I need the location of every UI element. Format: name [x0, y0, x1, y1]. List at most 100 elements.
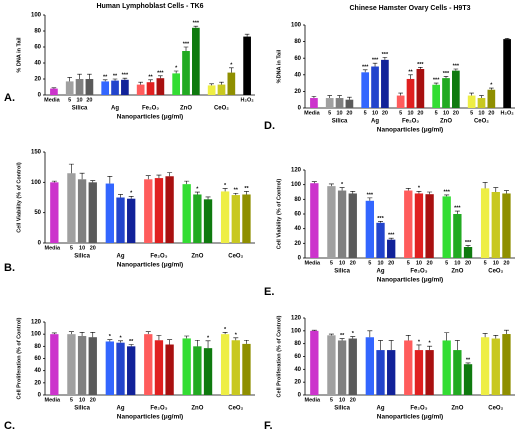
x-tick-label: 20 — [90, 245, 96, 251]
error-bar — [372, 62, 378, 67]
error-bar — [347, 96, 352, 100]
bar — [376, 222, 385, 258]
y-tick-label: 40 — [294, 72, 301, 78]
y-axis-label: Cell Proliferation (% of Control) — [16, 317, 22, 399]
bar — [67, 173, 76, 243]
bar — [404, 190, 413, 258]
bar — [453, 350, 462, 395]
bar — [463, 364, 473, 395]
error-bar — [443, 76, 449, 79]
error-bar — [339, 338, 345, 341]
significance: ** — [244, 186, 249, 192]
error-bar — [205, 340, 211, 349]
y-tick-label: 100 — [31, 13, 42, 19]
x-tick-label: 20 — [382, 110, 388, 116]
bar — [310, 98, 318, 108]
bar — [442, 340, 451, 395]
bar — [404, 340, 413, 395]
y-tick-label: 40 — [34, 368, 41, 374]
error-bar — [183, 46, 189, 51]
x-axis-label: Nanoparticles (μg/ml) — [117, 414, 183, 421]
x-tick-label: 10 — [372, 110, 378, 116]
group-label: ZnO — [440, 119, 452, 125]
y-tick-label: 20 — [294, 380, 301, 386]
significance: * — [196, 186, 199, 192]
bar — [337, 340, 347, 395]
panel-label: B. — [4, 262, 15, 274]
x-tick-label: 20 — [346, 110, 352, 116]
error-bar — [118, 194, 124, 198]
error-bar — [68, 331, 74, 335]
error-bar — [465, 245, 471, 247]
error-bar — [433, 82, 439, 85]
bar — [50, 88, 58, 95]
panel-label: C. — [4, 420, 15, 432]
group-label: ZnO — [191, 254, 203, 260]
bar — [325, 98, 334, 108]
error-bar — [378, 340, 384, 351]
group-label: Silica — [334, 406, 350, 412]
significance: ** — [408, 69, 413, 75]
group-label: CeO₂ — [488, 406, 503, 412]
bar — [116, 197, 125, 243]
error-bar — [233, 337, 239, 341]
bar — [480, 337, 490, 395]
bar — [477, 98, 486, 108]
y-tick-label: 120 — [291, 316, 302, 322]
panel-label: A. — [4, 92, 15, 104]
error-bar — [479, 95, 484, 99]
group-label: Silica — [74, 406, 90, 412]
y-axis-label: Cell Viability (% of Control) — [16, 162, 22, 233]
error-bar — [427, 191, 433, 195]
x-tick-label: 5 — [407, 260, 410, 266]
y-tick-label: 20 — [34, 77, 41, 83]
y-tick-label: 100 — [31, 180, 42, 186]
bar — [335, 98, 344, 108]
error-bar — [367, 197, 373, 201]
error-bar — [427, 345, 433, 351]
y-axis-label: % DNA in Tail — [16, 37, 22, 73]
significance: *** — [377, 216, 384, 222]
bar — [116, 342, 125, 395]
x-tick-label: 20 — [465, 260, 471, 266]
x-tick-label: 5 — [470, 110, 473, 116]
significance: *** — [362, 64, 369, 70]
significance: *** — [372, 58, 379, 64]
error-bar — [233, 192, 239, 196]
y-tick-label: 100 — [31, 332, 42, 338]
error-bar — [90, 332, 96, 338]
error-bar — [416, 190, 422, 194]
error-bar — [444, 194, 450, 197]
bar — [432, 84, 440, 108]
error-bar — [469, 92, 474, 96]
x-tick-label: 5 — [484, 260, 487, 266]
x-tick-label: Media — [305, 260, 322, 266]
error-bar — [398, 92, 403, 96]
group-label: CeO₂ — [474, 119, 489, 125]
error-bar — [194, 339, 200, 347]
error-bar — [489, 87, 494, 90]
x-tick-label: 5 — [368, 260, 371, 266]
y-axis-label: Cell Viability (% of Control) — [276, 179, 282, 250]
bar — [182, 184, 191, 243]
x-tick-label: 20 — [388, 260, 394, 266]
x-tick-label: 5 — [70, 245, 73, 251]
error-bar — [173, 70, 179, 74]
bar — [85, 79, 94, 95]
error-bar — [418, 67, 423, 69]
error-bar — [194, 191, 200, 195]
bar — [77, 179, 87, 243]
y-tick-label: 80 — [34, 29, 41, 35]
bar — [310, 183, 319, 258]
error-bar — [328, 333, 334, 336]
significance: * — [224, 327, 227, 333]
significance: ** — [466, 357, 471, 363]
significance: ** — [129, 339, 134, 345]
bar — [165, 344, 174, 395]
group-label: CeO₂ — [488, 269, 503, 275]
y-tick-label: 80 — [34, 344, 41, 350]
y-tick-label: 100 — [291, 182, 302, 188]
x-axis-label: Nanoparticles (μg/ml) — [117, 114, 183, 121]
error-bar — [193, 25, 199, 28]
y-tick-label: 20 — [34, 380, 41, 386]
